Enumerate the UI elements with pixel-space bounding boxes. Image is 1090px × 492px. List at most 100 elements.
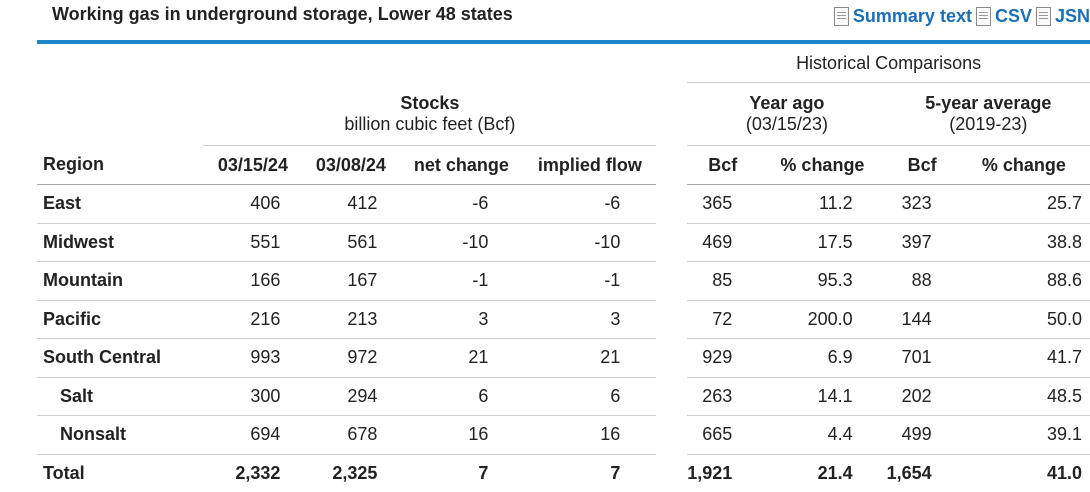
stocks-group-header: Stocks billion cubic feet (Bcf) xyxy=(203,82,657,146)
year-ago-title: Year ago xyxy=(749,93,825,113)
implied-flow-cell: -1 xyxy=(523,261,657,301)
implied-flow-cell: -10 xyxy=(523,223,657,262)
five-year-pct-cell: 41.0 xyxy=(1046,462,1082,483)
five-year-bcf-cell: 397 xyxy=(886,223,958,262)
table-row: East 406 412 -6 -6 365 11.2 323 25.7 xyxy=(37,184,1090,224)
column-gap xyxy=(656,339,687,378)
stocks-current-cell: 406 xyxy=(203,184,303,224)
year-ago-bcf-cell: 85 xyxy=(687,261,759,301)
table-row: Nonsalt 694 678 16 16 665 4.4 499 39.1 xyxy=(37,415,1090,455)
historical-comparisons-header: Historical Comparisons xyxy=(687,44,1090,83)
five-year-pct-cell: 39.1 xyxy=(957,415,1090,455)
stocks-prior-cell: 561 xyxy=(302,223,400,262)
year-ago-bcf-cell: 365 xyxy=(687,184,759,224)
stocks-unit: billion cubic feet (Bcf) xyxy=(344,113,516,134)
year-ago-group-header: Year ago (03/15/23) xyxy=(687,82,887,146)
five-year-pct-cell: 48.5 xyxy=(957,377,1090,416)
region-cell: Total xyxy=(43,462,85,483)
year-ago-bcf-cell: 263 xyxy=(687,377,759,416)
json-link[interactable]: JSN xyxy=(1035,6,1090,27)
document-icon xyxy=(975,7,991,26)
column-header-prior-week: 03/08/24 xyxy=(302,145,400,185)
csv-link[interactable]: CSV xyxy=(975,6,1032,27)
year-ago-pct-cell: 11.2 xyxy=(758,184,887,224)
stocks-prior-cell: 167 xyxy=(302,261,400,301)
csv-label: CSV xyxy=(994,6,1032,26)
stocks-current-cell: 300 xyxy=(203,377,303,416)
table-row: South Central 993 972 21 21 929 6.9 701 41.7 xyxy=(37,338,1090,378)
net-change-cell: 3 xyxy=(399,300,524,339)
year-ago-pct-cell: 6.9 xyxy=(758,338,887,378)
storage-table: Historical Comparisons Stocks billion cu… xyxy=(37,44,1090,492)
column-header-year-ago-pct: % change xyxy=(758,145,887,185)
implied-flow-cell: 16 xyxy=(523,415,657,455)
five-year-bcf-cell: 323 xyxy=(886,184,958,224)
implied-flow-cell: 3 xyxy=(523,300,657,339)
region-cell: Nonsalt xyxy=(37,415,204,455)
stocks-current-cell: 166 xyxy=(203,261,303,301)
stocks-title: Stocks xyxy=(400,92,460,113)
column-header-year-ago-bcf: Bcf xyxy=(687,145,759,185)
column-gap xyxy=(656,262,687,301)
stocks-prior-cell: 678 xyxy=(302,415,400,455)
stocks-current-cell: 993 xyxy=(203,338,303,378)
year-ago-pct-cell: 14.1 xyxy=(758,377,887,416)
stocks-current-cell: 551 xyxy=(203,223,303,262)
year-ago-date: (03/15/23) xyxy=(745,114,828,134)
stocks-prior-cell: 972 xyxy=(302,338,400,378)
stocks-prior-cell: 294 xyxy=(302,377,400,416)
year-ago-bcf-cell: 469 xyxy=(687,223,759,262)
five-year-bcf-cell: 701 xyxy=(886,338,958,378)
implied-flow-cell: 21 xyxy=(523,338,657,378)
table-row: Salt 300 294 6 6 263 14.1 202 48.5 xyxy=(37,377,1090,416)
column-header-row: Region 03/15/24 03/08/24 net change impl… xyxy=(37,145,1090,185)
region-cell: South Central xyxy=(37,338,204,378)
column-gap xyxy=(656,454,687,492)
five-year-pct-cell: 41.7 xyxy=(957,338,1090,378)
column-gap xyxy=(656,185,687,224)
summary-text-link[interactable]: Summary text xyxy=(833,6,972,27)
net-change-cell: 7 xyxy=(478,462,489,483)
stocks-current-cell: 216 xyxy=(203,300,303,339)
json-label: JSN xyxy=(1054,6,1090,26)
table-row: Mountain 166 167 -1 -1 85 95.3 88 88.6 xyxy=(37,261,1090,301)
net-change-cell: -6 xyxy=(399,184,524,224)
region-cell: Midwest xyxy=(37,223,204,262)
five-year-bcf-cell: 499 xyxy=(886,415,958,455)
column-header-current-week: 03/15/24 xyxy=(203,145,303,185)
column-header-net-change: net change xyxy=(399,145,524,185)
five-year-bcf-cell: 88 xyxy=(886,261,958,301)
five-year-pct-cell: 88.6 xyxy=(957,261,1090,301)
table-row: Pacific 216 213 3 3 72 200.0 144 50.0 xyxy=(37,300,1090,339)
five-year-range: (2019-23) xyxy=(949,114,1028,134)
column-gap xyxy=(656,416,687,455)
five-year-bcf-cell: 202 xyxy=(886,377,958,416)
table-row: Midwest 551 561 -10 -10 469 17.5 397 38.8 xyxy=(37,223,1090,262)
five-year-title: 5-year average xyxy=(925,93,1052,113)
column-header-implied-flow: implied flow xyxy=(523,145,657,185)
net-change-cell: -1 xyxy=(399,261,524,301)
header-divider xyxy=(37,40,1090,44)
five-year-pct-cell: 50.0 xyxy=(957,300,1090,339)
year-ago-pct-cell: 4.4 xyxy=(758,415,887,455)
year-ago-pct-cell: 17.5 xyxy=(758,223,887,262)
five-year-bcf-cell: 144 xyxy=(886,300,958,339)
year-ago-bcf-cell: 929 xyxy=(687,338,759,378)
region-cell: Salt xyxy=(37,377,204,416)
header-row-1: Historical Comparisons xyxy=(37,44,1090,83)
summary-text-label: Summary text xyxy=(852,6,972,26)
year-ago-bcf-cell: 1,921 xyxy=(687,462,733,483)
region-cell: East xyxy=(37,184,204,224)
five-year-pct-cell: 25.7 xyxy=(957,184,1090,224)
column-header-region: Region xyxy=(37,145,204,185)
export-links: Summary text CSV JSN xyxy=(833,6,1090,27)
page-title: Working gas in underground storage, Lowe… xyxy=(52,4,513,24)
region-cell: Pacific xyxy=(37,300,204,339)
implied-flow-cell: 6 xyxy=(523,377,657,416)
table-row: Total 2,332 2,325 7 7 1,921 21.4 1,654 41.0 xyxy=(37,454,1090,492)
year-ago-bcf-cell: 665 xyxy=(687,415,759,455)
column-gap xyxy=(656,377,687,416)
document-icon xyxy=(833,7,849,26)
region-cell: Mountain xyxy=(37,261,204,301)
net-change-cell: -10 xyxy=(399,223,524,262)
